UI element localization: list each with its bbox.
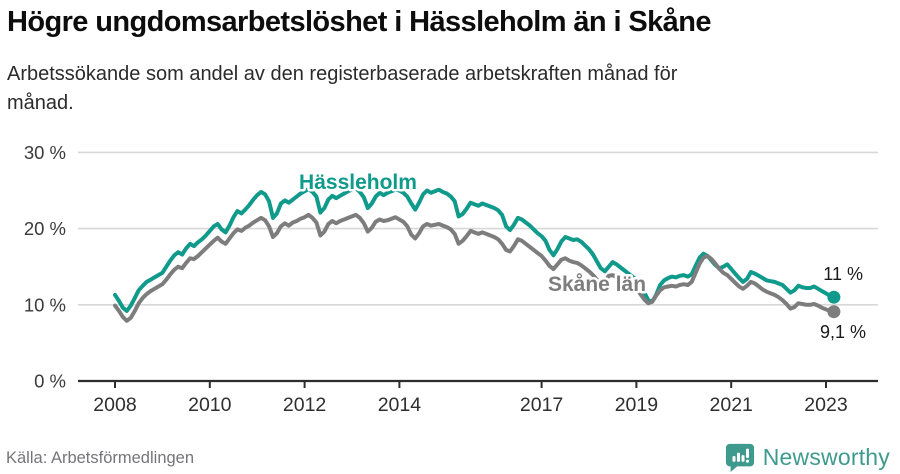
x-axis-label-2012: 2012 bbox=[283, 394, 326, 416]
x-axis-label-2021: 2021 bbox=[710, 394, 753, 416]
y-axis-label-0: 0 % bbox=[34, 371, 66, 392]
y-axis-label-30: 30 % bbox=[24, 142, 66, 163]
x-axis-label-2017: 2017 bbox=[520, 394, 563, 416]
end-value-label-hassleholm: 11 % bbox=[823, 264, 863, 284]
x-axis-label-2014: 2014 bbox=[378, 394, 422, 416]
source-note: Källa: Arbetsförmedlingen bbox=[6, 449, 195, 467]
series-end-dot-skane bbox=[827, 305, 841, 319]
page-title: Högre ungdomsarbetslöshet i Hässleholm ä… bbox=[7, 6, 711, 38]
newsworthy-icon bbox=[725, 443, 754, 472]
series-label-skane: Skåne län bbox=[548, 273, 646, 296]
x-axis-label-2019: 2019 bbox=[615, 394, 658, 416]
y-axis-label-10: 10 % bbox=[24, 294, 66, 315]
x-axis-label-2010: 2010 bbox=[188, 394, 232, 416]
x-axis-label-2023: 2023 bbox=[804, 394, 847, 416]
end-value-label-skane: 9,1 % bbox=[820, 322, 866, 342]
newsworthy-wordmark: Newsworthy bbox=[762, 443, 890, 470]
series-line-skane bbox=[113, 212, 836, 323]
series-label-hassleholm: Hässleholm bbox=[299, 171, 417, 194]
newsworthy-logo: Newsworthy bbox=[725, 441, 890, 473]
x-axis-label-2008: 2008 bbox=[93, 394, 136, 416]
y-axis-label-20: 20 % bbox=[24, 218, 66, 239]
series-line-hassleholm bbox=[113, 186, 836, 313]
page-subtitle: Arbetssökande som andel av den registerb… bbox=[7, 63, 678, 114]
series-end-dot-hassleholm bbox=[827, 290, 841, 304]
